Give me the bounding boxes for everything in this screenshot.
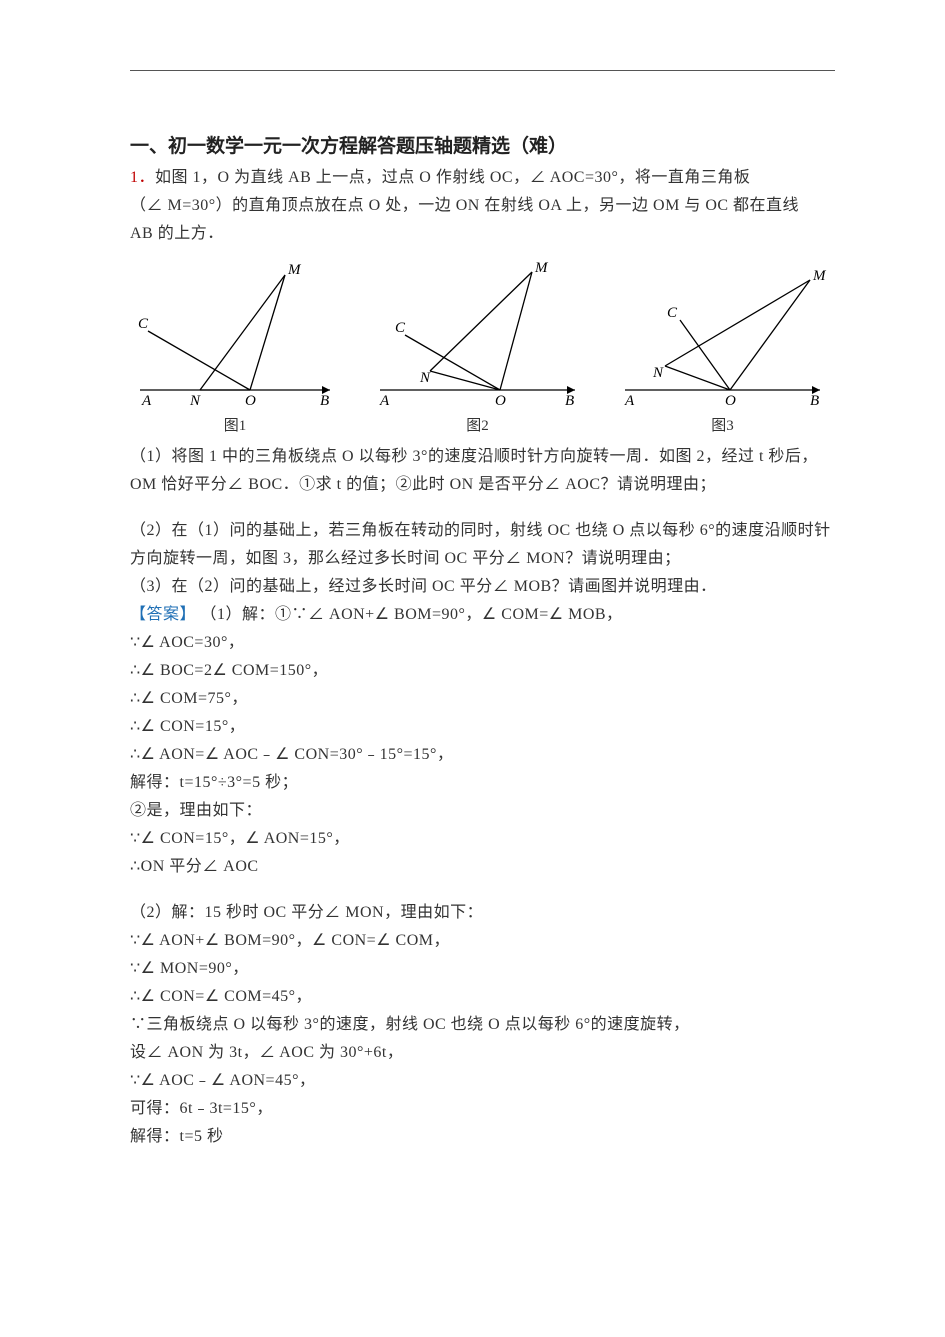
- answer-lines-1: ∵∠ AOC=30°， ∴∠ BOC=2∠ COM=150°， ∴∠ COM=7…: [130, 629, 835, 881]
- fig1-label-M: M: [287, 262, 302, 278]
- ans2-line: 设∠ AON 为 3t，∠ AOC 为 30°+6t，: [130, 1039, 835, 1067]
- fig2-label-C: C: [395, 320, 406, 336]
- fig3-label-N: N: [652, 365, 664, 381]
- figure-1-svg: A N O B M C: [130, 260, 340, 410]
- top-rule: [130, 70, 835, 71]
- fig3-label-M: M: [812, 268, 827, 284]
- ans1-line: ∴∠ AON=∠ AOC﹣∠ CON=30°﹣15°=15°，: [130, 741, 835, 769]
- fig3-label-O: O: [725, 393, 736, 409]
- answer-lines-2: ∵∠ AON+∠ BOM=90°，∠ CON=∠ COM， ∵∠ MON=90°…: [130, 927, 835, 1151]
- answer-block-1: 【答案】 （1）解：①∵∠ AON+∠ BOM=90°，∠ COM=∠ MOB，: [130, 601, 835, 629]
- section-heading: 一、初一数学一元一次方程解答题压轴题精选（难）: [130, 131, 835, 158]
- fig2-label-N: N: [419, 370, 431, 386]
- ans2-line: 可得：6t﹣3t=15°，: [130, 1095, 835, 1123]
- problem-part-3: （3）在（2）问的基础上，经过多长时间 OC 平分∠ MOB？请画图并说明理由．: [130, 573, 835, 601]
- problem-part-2: （2）在（1）问的基础上，若三角板在转动的同时，射线 OC 也绕 O 点以每秒 …: [130, 517, 835, 573]
- ans1-line: ∴∠ COM=75°，: [130, 685, 835, 713]
- figure-3-caption: 图3: [711, 414, 734, 435]
- fig1-label-N: N: [189, 393, 201, 409]
- fig3-label-C: C: [667, 305, 678, 321]
- fig1-label-O: O: [245, 393, 256, 409]
- fig3-label-A: A: [624, 393, 635, 409]
- stem-line-c: AB 的上方．: [130, 225, 224, 242]
- ans1-line: ∵∠ AOC=30°，: [130, 629, 835, 657]
- question-number: 1．: [130, 169, 155, 186]
- figure-1: A N O B M C 图1: [130, 260, 340, 435]
- fig2-label-B: B: [565, 393, 574, 409]
- problem-stem: 1．如图 1，O 为直线 AB 上一点，过点 O 作射线 OC，∠ AOC=30…: [130, 164, 835, 248]
- fig2-label-M: M: [534, 260, 549, 276]
- fig2-label-A: A: [379, 393, 390, 409]
- figure-1-caption: 图1: [224, 414, 247, 435]
- fig3-label-B: B: [810, 393, 819, 409]
- ans2-line: ∵∠ AON+∠ BOM=90°，∠ CON=∠ COM，: [130, 927, 835, 955]
- figure-3-svg: A N O B M C: [615, 260, 830, 410]
- ans1-line: ∴∠ CON=15°，: [130, 713, 835, 741]
- fig2-label-O: O: [495, 393, 506, 409]
- ans2-line: 解得：t=5 秒: [130, 1123, 835, 1151]
- answer-part2-heading: （2）解：15 秒时 OC 平分∠ MON，理由如下：: [130, 899, 835, 927]
- ans2-line: ∵三角板绕点 O 以每秒 3°的速度，射线 OC 也绕 O 点以每秒 6°的速度…: [130, 1011, 835, 1039]
- figure-2: A N O B M C 图2: [370, 260, 585, 435]
- answer-label: 【答案】: [130, 606, 196, 623]
- figures-row: A N O B M C 图1 A: [130, 260, 835, 435]
- ans2-line: ∵∠ MON=90°，: [130, 955, 835, 983]
- figure-3: A N O B M C 图3: [615, 260, 830, 435]
- stem-line-b: （∠ M=30°）的直角顶点放在点 O 处，一边 ON 在射线 OA 上，另一边…: [130, 197, 799, 214]
- answer-part1-prefix: （1）解：①∵∠ AON+∠ BOM=90°，∠ COM=∠ MOB，: [201, 606, 623, 623]
- fig1-label-B: B: [320, 393, 329, 409]
- ans2-line: ∴∠ CON=∠ COM=45°，: [130, 983, 835, 1011]
- ans1-line: ∴∠ BOC=2∠ COM=150°，: [130, 657, 835, 685]
- ans1-line: ∵∠ CON=15°，∠ AON=15°，: [130, 825, 835, 853]
- document-page: 一、初一数学一元一次方程解答题压轴题精选（难） 1．如图 1，O 为直线 AB …: [0, 0, 945, 1337]
- problem-part-1: （1）将图 1 中的三角板绕点 O 以每秒 3°的速度沿顺时针方向旋转一周．如图…: [130, 443, 835, 499]
- ans1-line: 解得：t=15°÷3°=5 秒；: [130, 769, 835, 797]
- fig1-label-A: A: [141, 393, 152, 409]
- figure-2-caption: 图2: [466, 414, 489, 435]
- ans1-line: ②是，理由如下：: [130, 797, 835, 825]
- stem-line-a: 如图 1，O 为直线 AB 上一点，过点 O 作射线 OC，∠ AOC=30°，…: [155, 169, 750, 186]
- fig1-label-C: C: [138, 316, 149, 332]
- figure-2-svg: A N O B M C: [370, 260, 585, 410]
- ans2-line: ∵∠ AOC﹣∠ AON=45°，: [130, 1067, 835, 1095]
- ans1-line: ∴ON 平分∠ AOC: [130, 853, 835, 881]
